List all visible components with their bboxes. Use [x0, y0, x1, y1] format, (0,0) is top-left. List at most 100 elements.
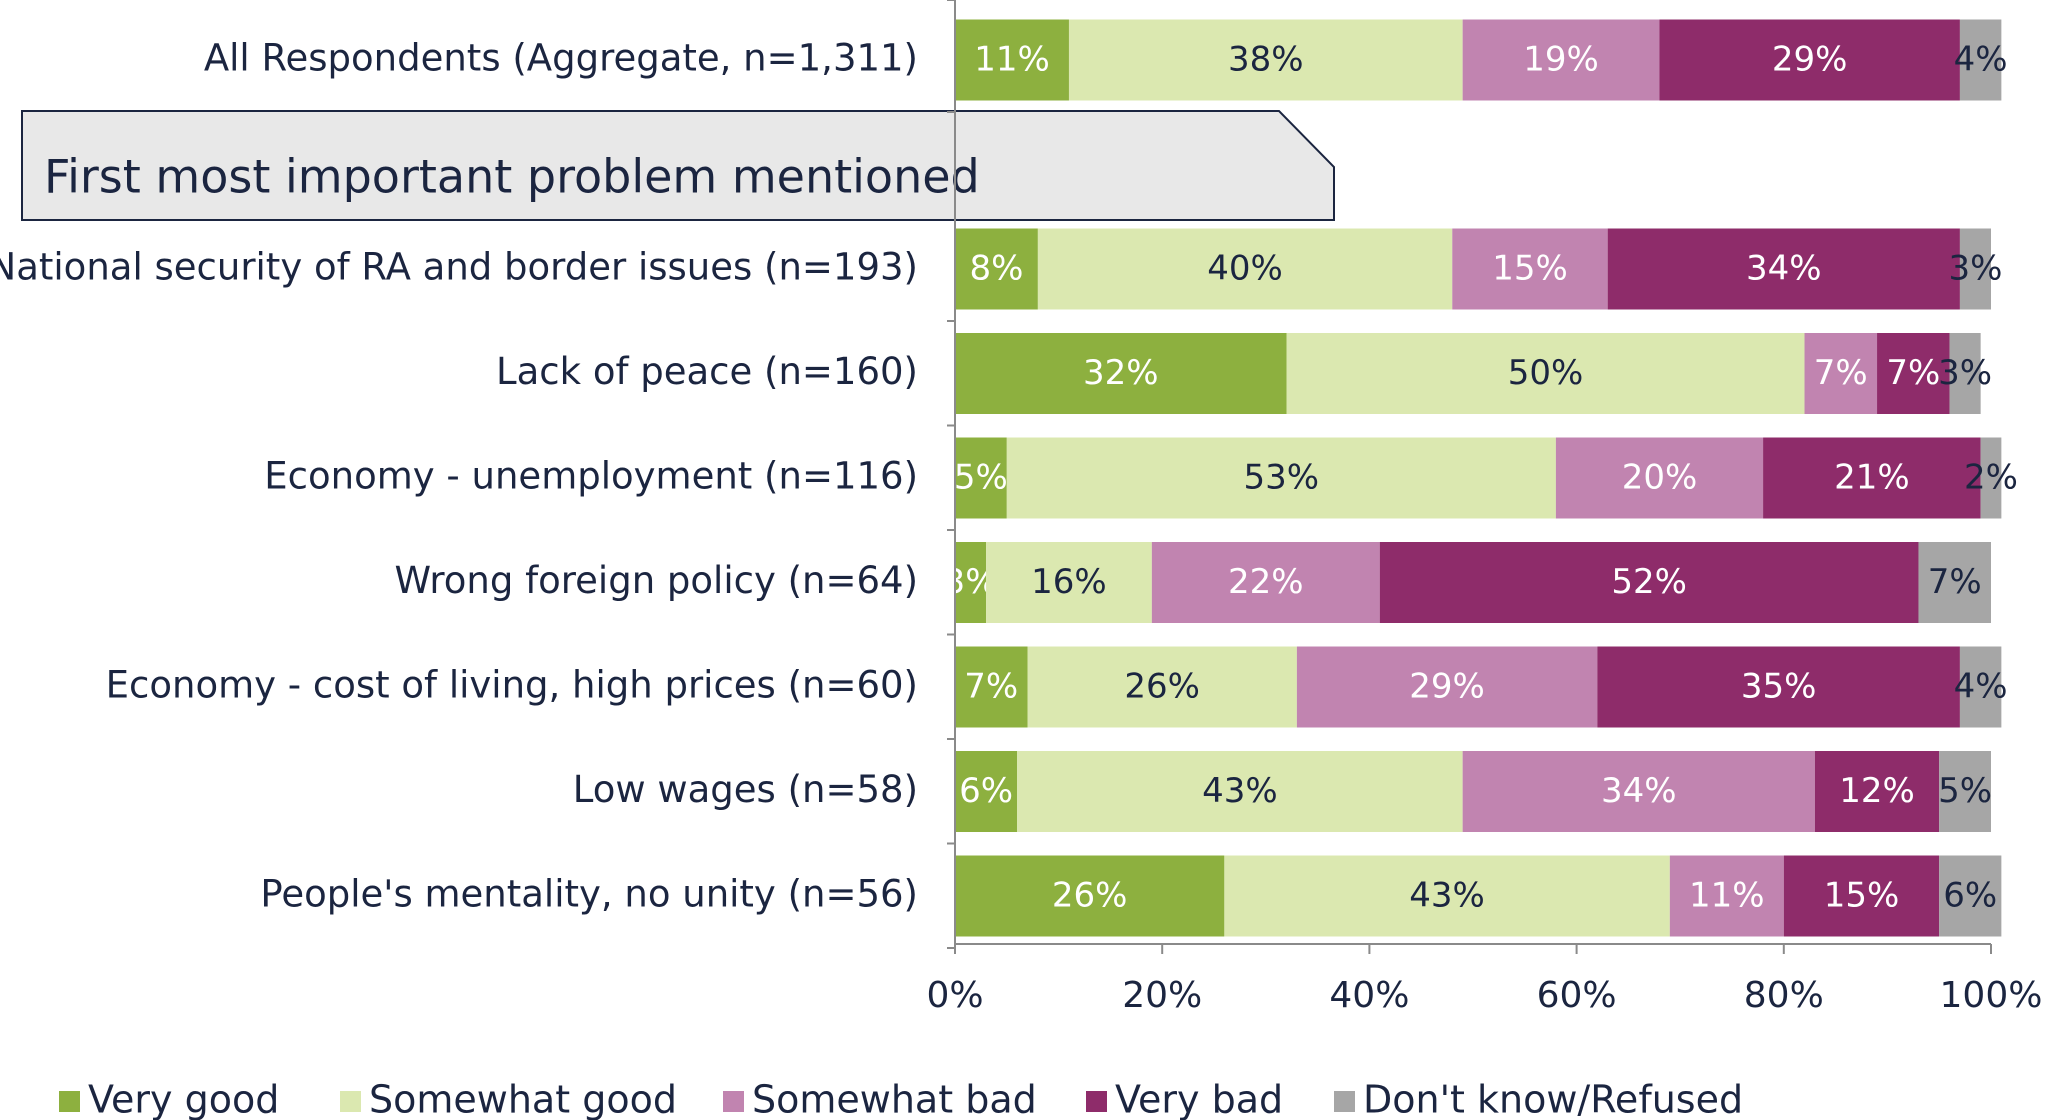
bar-segment [1037, 228, 1453, 310]
bar-segment [1017, 751, 1463, 832]
value-label: 15% [1492, 249, 1568, 289]
value-label: 7% [1886, 353, 1940, 393]
category-label: Low wages (n=58) [573, 768, 918, 811]
value-label: 3% [1938, 353, 1992, 393]
bar-segment [1959, 228, 1991, 310]
value-label: 2% [1964, 458, 2018, 498]
value-label: 15% [1824, 876, 1900, 916]
value-label: 7% [1814, 353, 1868, 393]
value-label: 34% [1601, 771, 1677, 811]
value-label: 6% [1943, 876, 1997, 916]
value-label: 53% [1244, 458, 1320, 498]
bar-segment [955, 646, 1028, 728]
bar-segment [1804, 333, 1878, 414]
value-label: 22% [1228, 562, 1304, 602]
value-label: 26% [1124, 667, 1200, 707]
legend-label: Very good [88, 1078, 279, 1120]
legend-label: Somewhat bad [752, 1078, 1037, 1120]
value-label: 29% [1409, 667, 1485, 707]
value-label: 38% [1228, 40, 1304, 80]
bar-segment [1669, 855, 1784, 937]
value-label: 16% [1031, 562, 1107, 602]
category-label: Lack of peace (n=160) [496, 350, 918, 393]
value-label: 43% [1202, 771, 1278, 811]
bar-segment [955, 751, 1018, 832]
x-tick-label: 0% [926, 975, 983, 1016]
bar-segment [1877, 333, 1950, 414]
value-label: 29% [1772, 40, 1848, 80]
section-label: First most important problem mentioned [44, 150, 980, 204]
value-label: 34% [1746, 249, 1822, 289]
value-label: 7% [964, 667, 1018, 707]
legend-swatch [1334, 1091, 1355, 1112]
bar-segment [1027, 646, 1297, 728]
bar-segment [1555, 437, 1764, 519]
legend-swatch [723, 1091, 744, 1112]
bar-segment [955, 228, 1038, 310]
category-label: All Respondents (Aggregate, n=1,311) [204, 37, 918, 80]
section-banner [21, 110, 1335, 221]
value-label: 20% [1622, 458, 1698, 498]
value-label: 5% [1938, 771, 1992, 811]
bar-segment [1296, 646, 1598, 728]
bar-segment [1379, 542, 1919, 623]
value-label: 32% [1083, 353, 1159, 393]
value-label: 6% [959, 771, 1013, 811]
bar-segment [955, 19, 1069, 101]
legend-swatch [59, 1091, 80, 1112]
legend-swatch [340, 1091, 361, 1112]
bar-segment [1939, 751, 1991, 832]
bar-segment [1151, 542, 1380, 623]
bar-segment [1980, 437, 2002, 519]
value-label: 3% [1948, 249, 2002, 289]
bar-segment [1068, 19, 1463, 101]
legend-swatch [1086, 1091, 1107, 1112]
bar-segment [955, 542, 987, 623]
category-label: Economy - cost of living, high prices (n… [106, 664, 918, 707]
value-label: 12% [1839, 771, 1915, 811]
bar-segment [955, 437, 1007, 519]
bar-segment [1783, 855, 1940, 937]
x-tick-label: 80% [1744, 975, 1824, 1016]
legend-label: Don't know/Refused [1363, 1078, 1743, 1120]
category-label: National security of RA and border issue… [0, 246, 918, 289]
bar-segment [955, 333, 1287, 414]
category-label: Wrong foreign policy (n=64) [394, 559, 918, 602]
value-label: 50% [1508, 353, 1584, 393]
bar-segment [1462, 19, 1660, 101]
x-tick-label: 100% [1940, 975, 2043, 1016]
category-label: People's mentality, no unity (n=56) [260, 873, 918, 916]
value-label: 26% [1052, 876, 1128, 916]
bar-segment [986, 542, 1152, 623]
x-tick-label: 40% [1329, 975, 1409, 1016]
value-label: 4% [1954, 667, 2008, 707]
bar-segment [1659, 19, 1960, 101]
value-label: 8% [969, 249, 1023, 289]
category-label: Economy - unemployment (n=116) [264, 455, 918, 498]
bar-segment [1918, 542, 1991, 623]
bar-segment [1763, 437, 1981, 519]
bar-segment [1286, 333, 1805, 414]
value-label: 5% [954, 458, 1008, 498]
bar-segment [1607, 228, 1960, 310]
legend-label: Somewhat good [369, 1078, 677, 1120]
value-label: 40% [1207, 249, 1283, 289]
bar-segment [1597, 646, 1960, 728]
bar-segment [1959, 19, 2002, 101]
bar-segment [1959, 646, 2002, 728]
value-label: 19% [1523, 40, 1599, 80]
value-label: 11% [1689, 876, 1765, 916]
bar-segment [1006, 437, 1556, 519]
bar-segment [1949, 333, 1981, 414]
bar-segment [1224, 855, 1670, 937]
value-label: 43% [1409, 876, 1485, 916]
bar-segment [1452, 228, 1608, 310]
value-label: 7% [1928, 562, 1982, 602]
bar-segment [1814, 751, 1940, 832]
legend-label: Very bad [1115, 1078, 1283, 1120]
bar-segment [1462, 751, 1815, 832]
value-label: 35% [1741, 667, 1817, 707]
x-tick-label: 60% [1537, 975, 1617, 1016]
x-tick-label: 20% [1122, 975, 1202, 1016]
